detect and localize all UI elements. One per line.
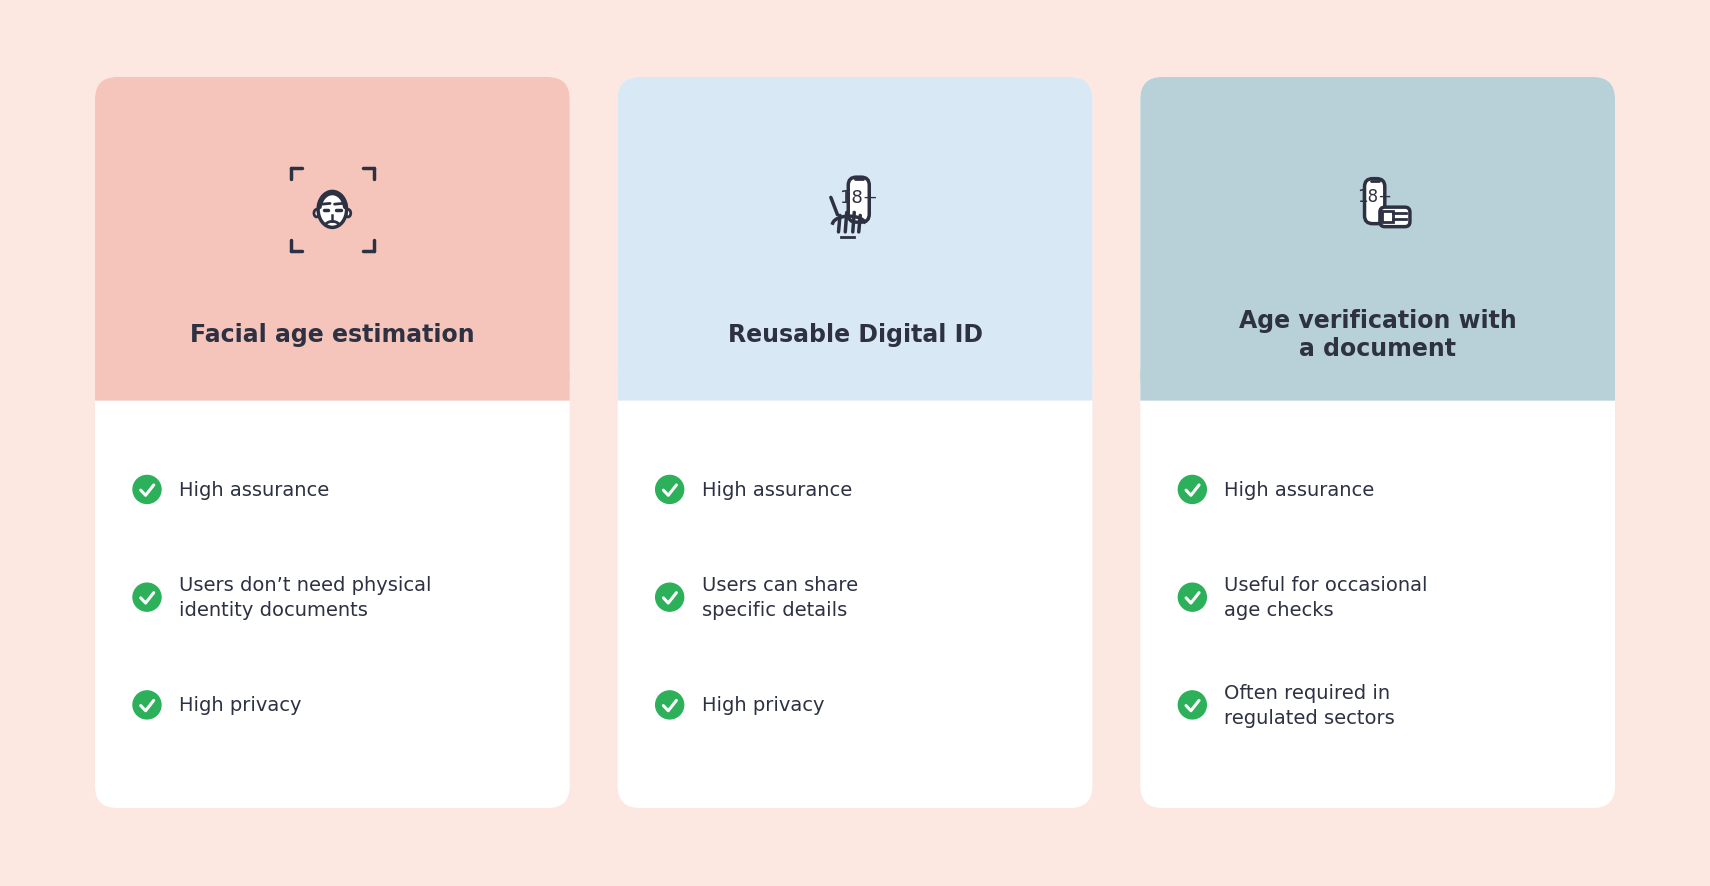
FancyBboxPatch shape bbox=[1380, 208, 1411, 228]
FancyBboxPatch shape bbox=[1141, 78, 1614, 400]
FancyBboxPatch shape bbox=[617, 78, 1093, 808]
Text: 18+: 18+ bbox=[1358, 188, 1392, 206]
Text: High assurance: High assurance bbox=[1224, 480, 1375, 500]
Ellipse shape bbox=[345, 210, 351, 218]
FancyBboxPatch shape bbox=[848, 178, 869, 223]
Circle shape bbox=[133, 691, 161, 719]
Text: High assurance: High assurance bbox=[180, 480, 330, 500]
Text: Age verification with
a document: Age verification with a document bbox=[1238, 309, 1517, 361]
Circle shape bbox=[133, 476, 161, 504]
FancyBboxPatch shape bbox=[617, 371, 1093, 401]
FancyBboxPatch shape bbox=[1141, 371, 1614, 401]
FancyBboxPatch shape bbox=[1141, 78, 1614, 808]
FancyBboxPatch shape bbox=[617, 78, 1093, 400]
Circle shape bbox=[1178, 584, 1206, 611]
Text: Reusable Digital ID: Reusable Digital ID bbox=[727, 323, 983, 347]
Text: 18+: 18+ bbox=[840, 190, 877, 207]
Text: High privacy: High privacy bbox=[180, 696, 301, 715]
Text: Useful for occasional
age checks: Useful for occasional age checks bbox=[1224, 576, 1428, 619]
Text: Facial age estimation: Facial age estimation bbox=[190, 323, 475, 347]
FancyBboxPatch shape bbox=[96, 78, 569, 808]
Text: High privacy: High privacy bbox=[701, 696, 824, 715]
Circle shape bbox=[1178, 691, 1206, 719]
Bar bbox=[1382, 213, 1394, 223]
Text: Users don’t need physical
identity documents: Users don’t need physical identity docum… bbox=[180, 576, 431, 619]
Circle shape bbox=[655, 476, 684, 504]
Circle shape bbox=[655, 691, 684, 719]
Circle shape bbox=[133, 584, 161, 611]
Text: High assurance: High assurance bbox=[701, 480, 852, 500]
Circle shape bbox=[1178, 476, 1206, 504]
FancyBboxPatch shape bbox=[1365, 180, 1385, 224]
FancyBboxPatch shape bbox=[96, 371, 569, 401]
Ellipse shape bbox=[318, 192, 347, 229]
Ellipse shape bbox=[315, 210, 320, 218]
Text: Often required in
regulated sectors: Often required in regulated sectors bbox=[1224, 683, 1395, 727]
Circle shape bbox=[655, 584, 684, 611]
Text: Users can share
specific details: Users can share specific details bbox=[701, 576, 858, 619]
FancyBboxPatch shape bbox=[96, 78, 569, 400]
